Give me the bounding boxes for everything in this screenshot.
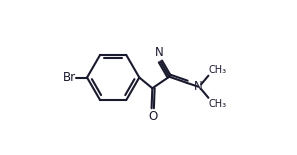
Text: Br: Br bbox=[62, 71, 75, 84]
Text: CH₃: CH₃ bbox=[209, 99, 227, 109]
Text: N: N bbox=[155, 46, 164, 59]
Text: O: O bbox=[148, 110, 157, 123]
Text: CH₃: CH₃ bbox=[209, 65, 227, 75]
Text: N: N bbox=[194, 80, 203, 93]
